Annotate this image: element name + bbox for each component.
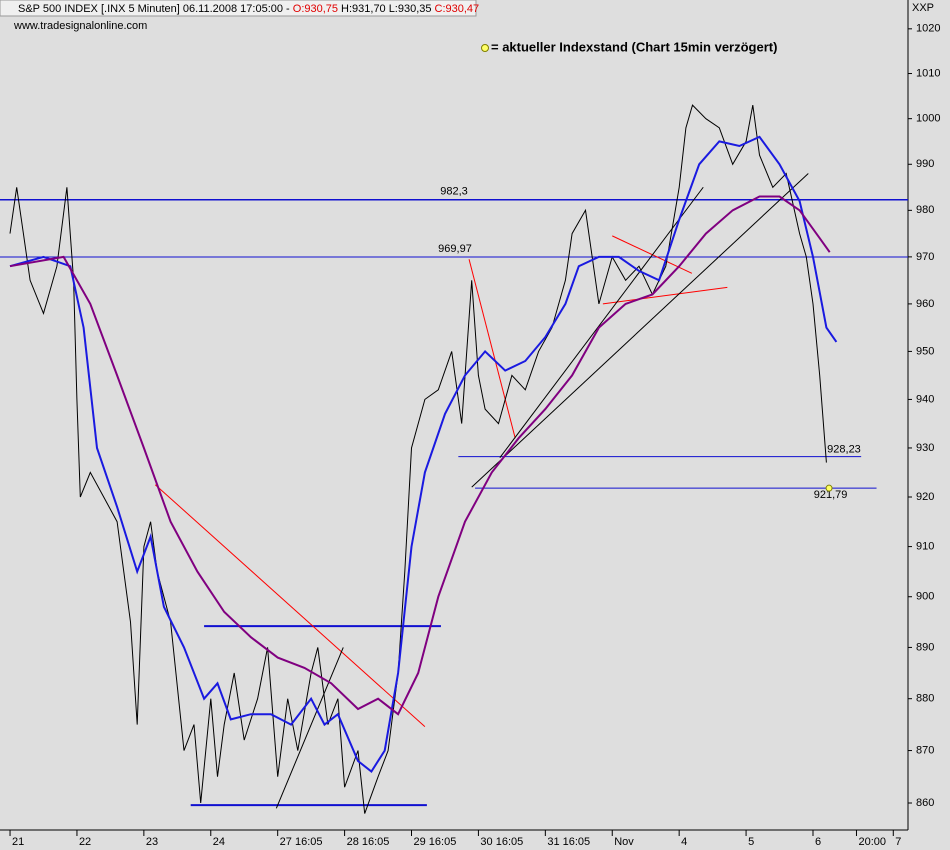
y-tick-label: 920 (916, 491, 934, 503)
corner-label: XXP (912, 2, 934, 14)
y-tick-label: 930 (916, 442, 934, 454)
y-tick-label: 890 (916, 641, 934, 653)
level-label: 928,23 (827, 444, 861, 456)
header-open: O:930,75 (293, 3, 338, 15)
x-tick-label: 7 (895, 836, 901, 848)
y-tick-label: 910 (916, 541, 934, 553)
level-label: 921,79 (814, 489, 848, 501)
level-label: 969,97 (438, 243, 472, 255)
trendline (275, 647, 344, 809)
y-tick-label: 1010 (916, 67, 940, 79)
y-tick-label: 980 (916, 204, 934, 216)
y-tick-label: 990 (916, 158, 934, 170)
x-tick-label: 21 (12, 836, 24, 848)
series-line (9, 104, 827, 814)
series-line (9, 135, 838, 773)
x-tick-label: Nov (614, 836, 634, 848)
header-close: C:930,47 (435, 3, 480, 15)
x-tick-label: 29 16:05 (414, 836, 457, 848)
header-symbol: S&P 500 INDEX [.INX 5 Minuten] 06.11.200… (18, 3, 293, 15)
x-tick-label: 20:00 (858, 836, 886, 848)
header-box (0, 0, 477, 17)
x-tick-label: 24 (213, 836, 225, 848)
x-tick-label: 6 (815, 836, 821, 848)
current-marker (825, 484, 833, 492)
x-tick-label: 28 16:05 (347, 836, 390, 848)
y-tick-label: 860 (916, 797, 934, 809)
header-low: L:930,35 (389, 3, 432, 15)
x-tick-label: 4 (681, 836, 687, 848)
y-tick-label: 970 (916, 251, 934, 263)
y-tick-label: 870 (916, 744, 934, 756)
trendline (471, 173, 809, 488)
x-tick-label: 30 16:05 (480, 836, 523, 848)
y-tick-label: 1020 (916, 23, 940, 35)
header-high: H:931,70 (341, 3, 386, 15)
level-label: 982,3 (440, 186, 468, 198)
y-tick-label: 940 (916, 393, 934, 405)
x-tick-label: 5 (748, 836, 754, 848)
y-tick-label: 950 (916, 345, 934, 357)
y-tick-label: 880 (916, 693, 934, 705)
x-tick-label: 27 16:05 (280, 836, 323, 848)
trendline (602, 286, 728, 305)
note: = aktueller Indexstand (Chart 15min verz… (491, 39, 777, 54)
header: S&P 500 INDEX [.INX 5 Minuten] 06.11.200… (18, 3, 479, 15)
y-tick-label: 900 (916, 591, 934, 603)
x-tick-label: 31 16:05 (547, 836, 590, 848)
note-dot (481, 44, 489, 52)
x-tick-label: 23 (146, 836, 158, 848)
source: www.tradesignalonline.com (13, 20, 147, 32)
trendline (154, 484, 426, 728)
trendline (468, 259, 516, 439)
series-line (9, 195, 831, 716)
y-tick-label: 1000 (916, 113, 940, 125)
trendline (499, 186, 704, 459)
x-tick-label: 22 (79, 836, 91, 848)
y-tick-label: 960 (916, 298, 934, 310)
